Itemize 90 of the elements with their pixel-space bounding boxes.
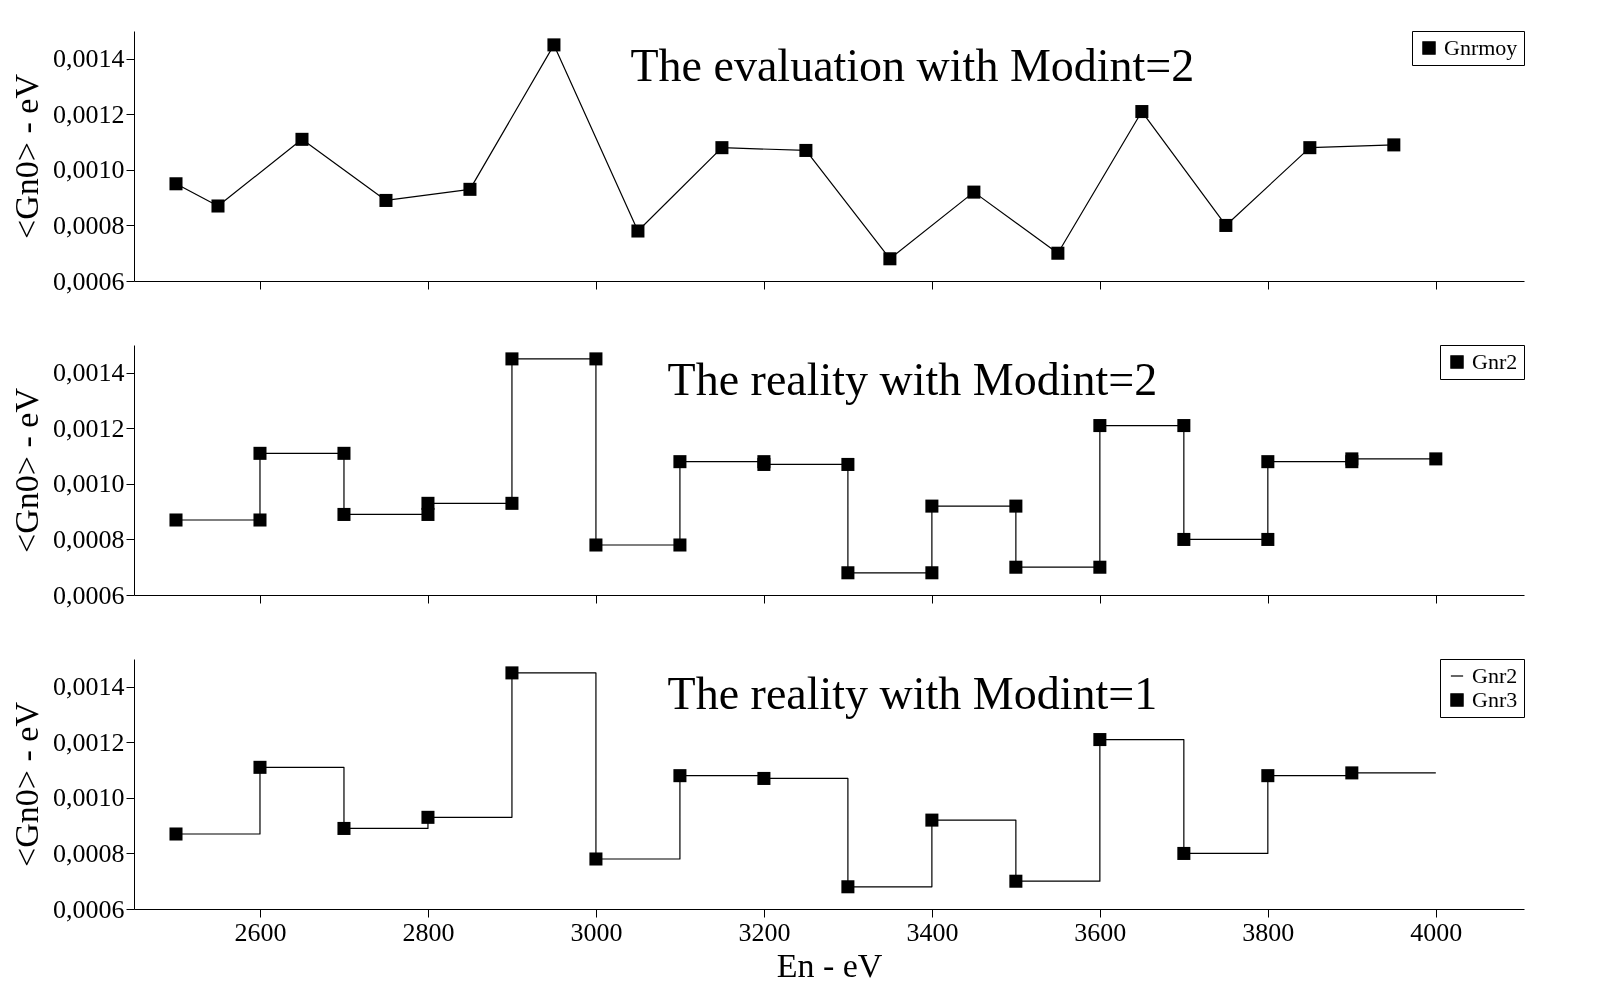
point: [1303, 141, 1317, 155]
point: [1009, 874, 1023, 888]
point: [883, 252, 897, 266]
x-tick-label: 3600: [1074, 917, 1127, 947]
y-axis-title: <Gn0> - eV: [8, 387, 45, 553]
point: [673, 769, 687, 783]
y-tick-label: 0,0010: [53, 783, 125, 813]
point: [631, 224, 645, 238]
point: [673, 538, 687, 552]
point: [589, 352, 603, 366]
y-tick-label: 0,0008: [53, 210, 125, 240]
point: [715, 141, 729, 155]
point: [337, 507, 351, 521]
y-tick-label: 0,0006: [53, 580, 125, 610]
point: [463, 182, 477, 196]
point: [505, 496, 519, 510]
point: [1261, 532, 1275, 546]
point: [1051, 246, 1065, 260]
point: [253, 760, 267, 774]
y-tick-label: 0,0008: [53, 838, 125, 868]
annotation: The reality with Modint=1: [667, 668, 1158, 719]
x-tick-label: 2600: [234, 917, 287, 947]
point: [547, 38, 561, 52]
y-tick-label: 0,0006: [53, 894, 125, 924]
y-tick-label: 0,0012: [53, 727, 125, 757]
point: [337, 446, 351, 460]
y-tick-label: 0,0014: [53, 672, 125, 702]
point: [1177, 419, 1191, 433]
point: [421, 496, 435, 510]
point: [925, 566, 939, 580]
point: [1261, 455, 1275, 469]
point: [169, 177, 183, 191]
point: [841, 457, 855, 471]
point: [1219, 218, 1233, 232]
point: [589, 852, 603, 866]
point: [253, 513, 267, 527]
legend-label: Gnrmoy: [1444, 35, 1518, 60]
point: [379, 193, 393, 207]
y-tick-label: 0,0012: [53, 99, 125, 129]
y-tick-label: 0,0006: [53, 266, 125, 296]
point: [1093, 733, 1107, 747]
point: [169, 513, 183, 527]
legend-label: Gnr2: [1472, 663, 1518, 688]
point: [253, 446, 267, 460]
point: [1093, 560, 1107, 574]
x-tick-label: 3400: [906, 917, 959, 947]
annotation: The evaluation with Modint=2: [630, 40, 1195, 91]
point: [925, 499, 939, 513]
point: [1009, 499, 1023, 513]
point: [295, 132, 309, 146]
point: [1009, 560, 1023, 574]
point: [841, 880, 855, 894]
y-tick-label: 0,0008: [53, 524, 125, 554]
point: [925, 813, 939, 827]
point: [1177, 846, 1191, 860]
y-axis-title: <Gn0> - eV: [8, 73, 45, 239]
y-tick-label: 0,0010: [53, 155, 125, 185]
point: [505, 352, 519, 366]
point: [169, 827, 183, 841]
x-tick-label: 2800: [402, 917, 455, 947]
y-tick-label: 0,0012: [53, 413, 125, 443]
point: [211, 199, 225, 213]
point: [589, 538, 603, 552]
point: [337, 821, 351, 835]
point: [799, 143, 813, 157]
legend-label: Gnr2: [1472, 349, 1518, 374]
point: [1093, 419, 1107, 433]
point: [841, 566, 855, 580]
y-tick-label: 0,0014: [53, 44, 125, 74]
point: [1135, 105, 1149, 119]
point: [1261, 769, 1275, 783]
point: [1387, 138, 1401, 152]
y-tick-label: 0,0014: [53, 358, 125, 388]
x-tick-label: 4000: [1410, 917, 1463, 947]
legend-label: Gnr3: [1472, 687, 1518, 712]
point: [673, 455, 687, 469]
annotation: The reality with Modint=2: [667, 354, 1158, 405]
point: [757, 771, 771, 785]
y-tick-label: 0,0010: [53, 469, 125, 499]
point: [1177, 532, 1191, 546]
point: [505, 666, 519, 680]
x-tick-label: 3000: [570, 917, 623, 947]
point: [421, 810, 435, 824]
point: [967, 185, 981, 199]
point: [1429, 452, 1443, 466]
x-tick-label: 3200: [738, 917, 791, 947]
x-tick-label: 3800: [1242, 917, 1295, 947]
y-axis-title: <Gn0> - eV: [8, 701, 45, 867]
x-axis-title: En - eV: [776, 946, 883, 984]
point: [1345, 766, 1359, 780]
